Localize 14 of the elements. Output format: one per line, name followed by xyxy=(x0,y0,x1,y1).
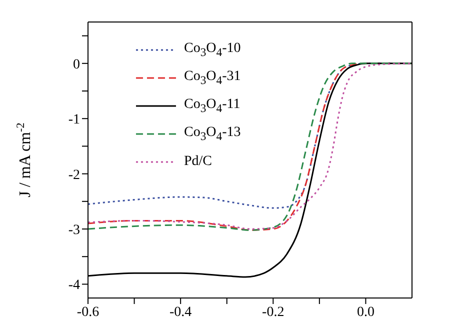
legend-label: Co$_{3}$O$_{4}$-31 xyxy=(184,69,241,87)
x-tick-label: -0.2 xyxy=(262,304,284,320)
y-tick-label: -1 xyxy=(68,112,80,128)
legend-label: Co$_{3}$O$_{4}$-13 xyxy=(184,125,241,143)
y-tick-label: -2 xyxy=(68,168,80,183)
y-tick-label: -3 xyxy=(68,222,80,238)
x-tick-label: -0.6 xyxy=(76,304,100,320)
y-tick-label: -4 xyxy=(68,278,80,294)
legend-label: Co$_{3}$O$_{4}$-11 xyxy=(184,97,240,115)
legend-label: Co$_{3}$O$_{4}$-10 xyxy=(184,41,241,59)
x-tick-label: 0.0 xyxy=(356,304,374,320)
legend-label: Pd/C xyxy=(184,154,212,170)
x-tick-label: -0.4 xyxy=(169,304,192,320)
y-tick-label: 0 xyxy=(73,57,80,72)
